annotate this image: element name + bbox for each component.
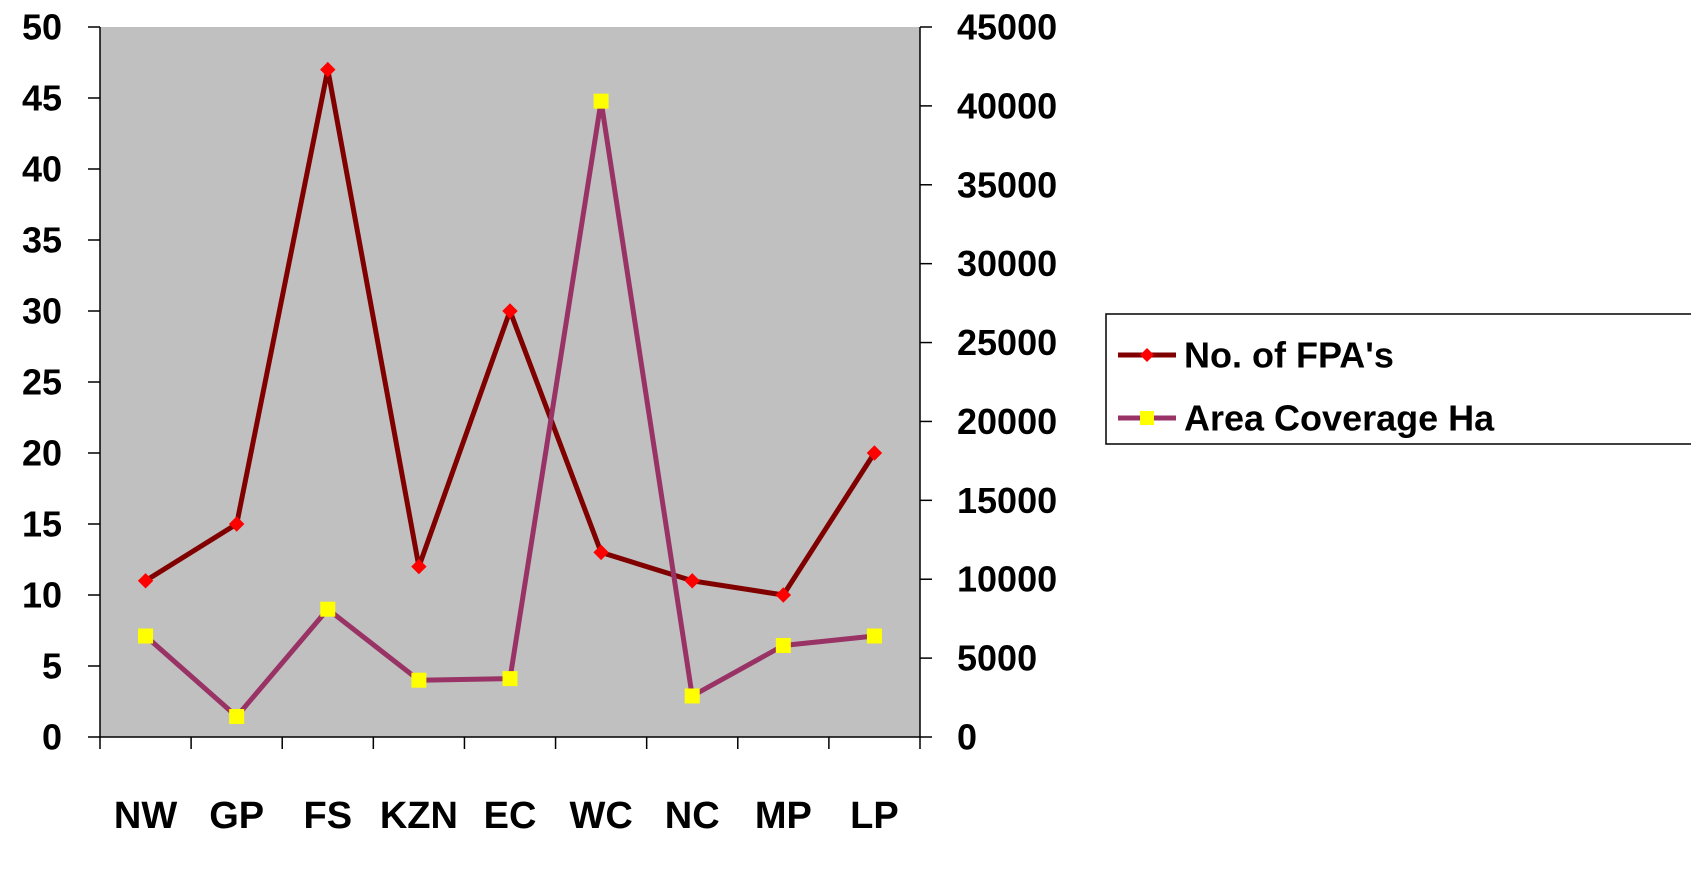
series-2-point: [866, 628, 882, 644]
x-axis-category-label: WC: [569, 795, 632, 837]
left-axis-tick-label: 0: [42, 717, 62, 758]
left-axis-tick-label: 40: [22, 149, 62, 190]
series-1-point: [684, 573, 700, 589]
left-axis-tick-label: 35: [22, 220, 62, 261]
series-1-point: [775, 587, 792, 603]
x-axis-category-label: NW: [114, 795, 177, 837]
series-2-point: [411, 672, 427, 688]
series-1-point: [137, 573, 154, 589]
x-axis-category-label: FS: [303, 795, 352, 837]
series-2-point: [502, 671, 518, 687]
left-axis-tick-label: 5: [42, 646, 62, 687]
x-axis-category-label: MP: [755, 795, 812, 837]
left-axis-tick-label: 15: [22, 504, 62, 545]
x-axis-category-label: LP: [850, 795, 899, 837]
legend-label: No. of FPA's: [1184, 335, 1394, 376]
right-axis-tick-label: 20000: [957, 401, 1057, 442]
legend-swatch-marker: [1140, 348, 1154, 362]
axes: 0 5 10 15 20 25 30 35 40 45 50 0 5000 10000 15000 20000…: [22, 7, 1057, 838]
series-1-point: [593, 544, 609, 561]
series-2-point: [320, 601, 336, 617]
legend: No. of FPA's Area Coverage Ha: [1105, 313, 1691, 445]
series-1-point: [502, 303, 518, 319]
right-axis-tick-label: 25000: [957, 322, 1057, 363]
series-2-point: [684, 688, 700, 704]
x-axis-category-label: GP: [209, 795, 264, 837]
legend-swatch-marker: [1140, 411, 1154, 425]
right-axis-tick-label: 30000: [957, 243, 1057, 284]
left-axis-tick-label: 25: [22, 362, 62, 403]
series-2-point: [775, 637, 791, 653]
plot-area: [100, 27, 920, 737]
left-axis-tick-label: 45: [22, 78, 62, 119]
series-1-point: [228, 516, 245, 532]
left-axis-tick-label: 30: [22, 291, 62, 332]
right-axis-tick-label: 5000: [957, 638, 1037, 679]
right-axis-tick-label: 40000: [957, 85, 1057, 126]
right-axis-tick-label: 35000: [957, 164, 1057, 205]
right-axis-tick-label: 10000: [957, 559, 1057, 600]
x-axis-category-label: KZN: [380, 795, 458, 837]
series-2-point: [593, 93, 609, 109]
series-1-point: [866, 445, 883, 461]
series-1-point: [411, 558, 427, 575]
series-1-point: [320, 61, 336, 78]
left-axis-tick-label: 20: [22, 433, 62, 474]
right-axis-tick-label: 45000: [957, 7, 1057, 48]
x-axis-category-label: NC: [665, 795, 720, 837]
legend-label: Area Coverage Ha: [1184, 398, 1495, 439]
left-axis-tick-label: 50: [22, 7, 62, 48]
right-axis-tick-label: 0: [957, 717, 977, 758]
series-2-point: [229, 708, 245, 724]
series-layer: [137, 61, 883, 724]
legend-box: [1105, 313, 1691, 445]
x-axis-category-label: EC: [484, 795, 537, 837]
right-axis-tick-label: 15000: [957, 480, 1057, 521]
left-axis-tick-label: 10: [22, 575, 62, 616]
series-2-point: [138, 628, 154, 644]
